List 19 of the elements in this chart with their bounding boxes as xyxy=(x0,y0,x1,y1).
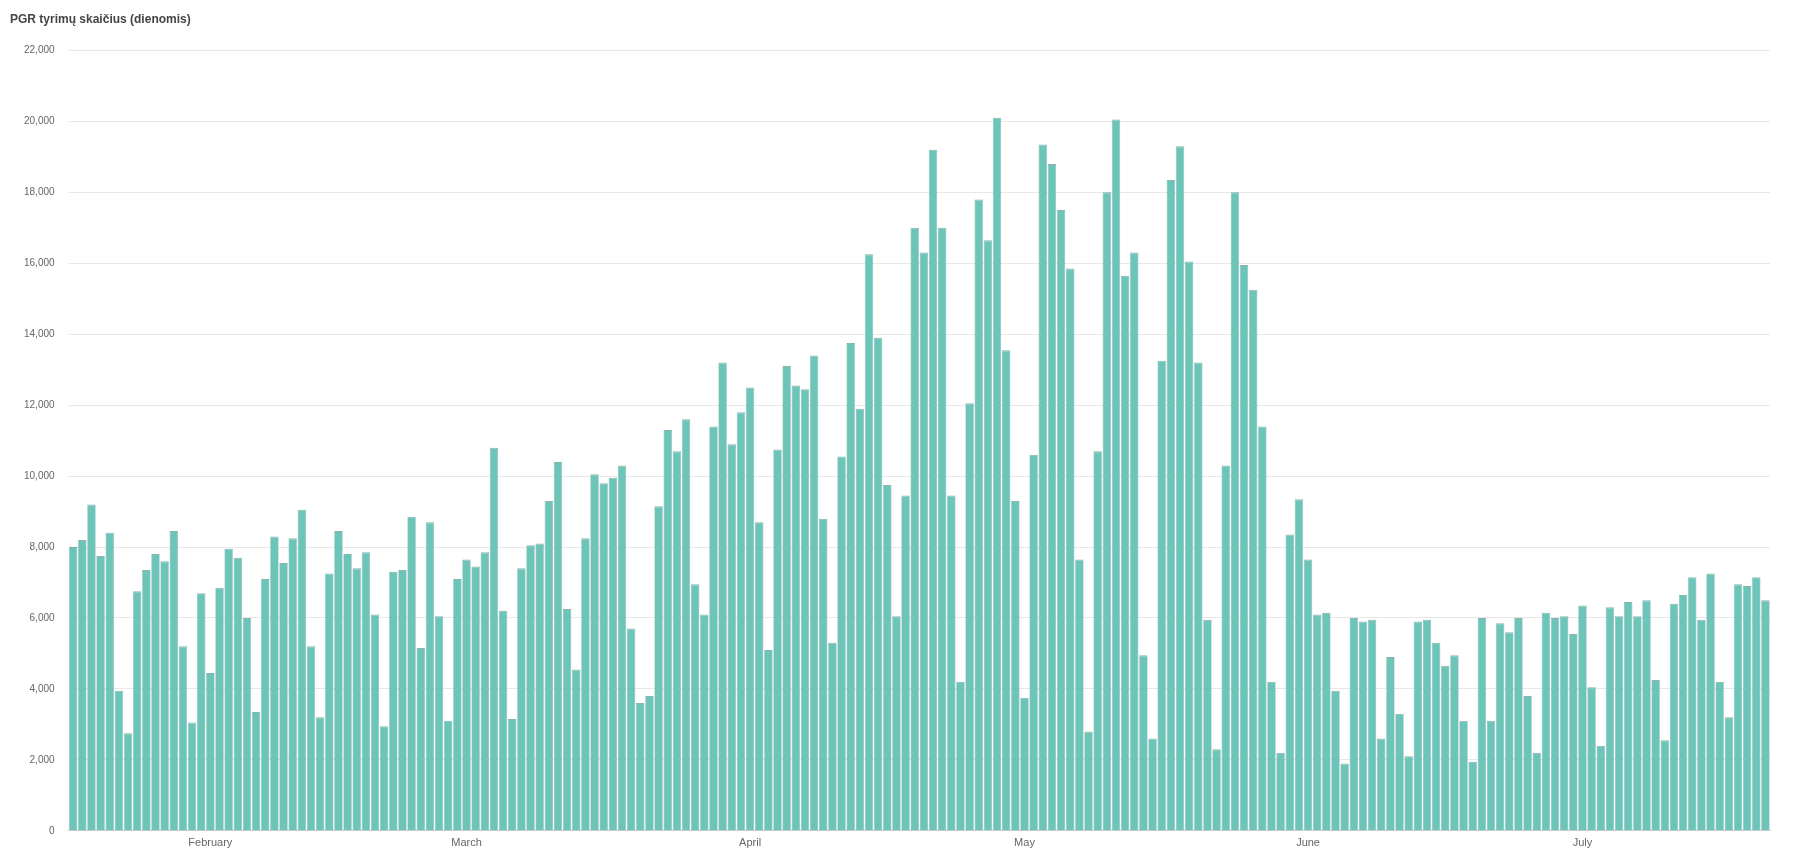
y-tick-label: 10,000 xyxy=(23,469,56,481)
y-tick-label: 22,000 xyxy=(23,44,56,56)
y-tick-label: 0 xyxy=(49,824,56,836)
x-tick-label: April xyxy=(739,836,762,849)
y-tick-label: 6,000 xyxy=(29,611,56,623)
y-tick-label: 8,000 xyxy=(29,540,56,552)
x-tick-label: February xyxy=(188,836,233,849)
y-tick-label: 12,000 xyxy=(23,398,56,410)
x-tick-label: May xyxy=(1014,836,1036,849)
y-tick-label: 16,000 xyxy=(23,256,56,268)
y-tick-label: 14,000 xyxy=(23,327,56,339)
y-tick-label: 2,000 xyxy=(29,753,56,765)
x-tick-label: July xyxy=(1572,836,1593,849)
x-tick-label: June xyxy=(1296,836,1320,849)
x-tick-label: March xyxy=(451,836,482,849)
y-tick-label: 20,000 xyxy=(23,115,56,127)
y-tick-label: 18,000 xyxy=(23,186,56,198)
y-tick-label: 4,000 xyxy=(29,682,56,694)
chart-title: PGR tyrimų skaičius (dienomis) xyxy=(10,11,191,26)
